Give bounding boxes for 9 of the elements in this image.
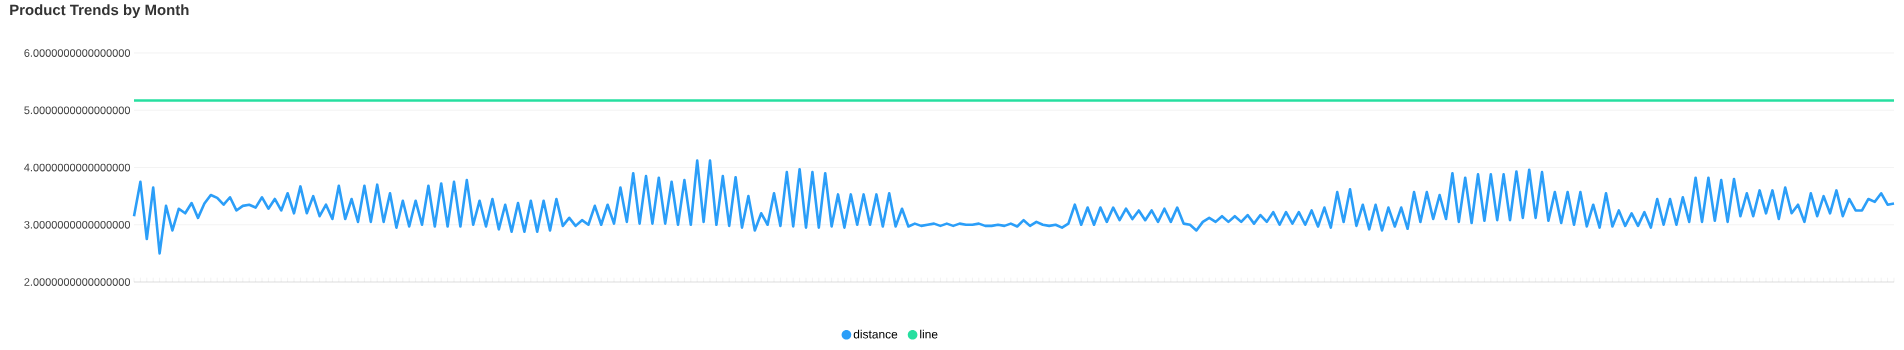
chart-title: Product Trends by Month: [10, 4, 189, 19]
y-tick-label: 6.0000000000000000: [24, 49, 131, 57]
legend-label: distance: [853, 329, 898, 339]
y-tick-label: 4.0000000000000000: [24, 163, 131, 172]
y-tick-label: 2.0000000000000000: [24, 278, 131, 286]
y-tick-label: 5.0000000000000000: [24, 106, 131, 115]
legend-label: line: [920, 329, 938, 339]
y-tick-label: 3.0000000000000000: [24, 220, 131, 229]
line-series: [132, 159, 1896, 255]
